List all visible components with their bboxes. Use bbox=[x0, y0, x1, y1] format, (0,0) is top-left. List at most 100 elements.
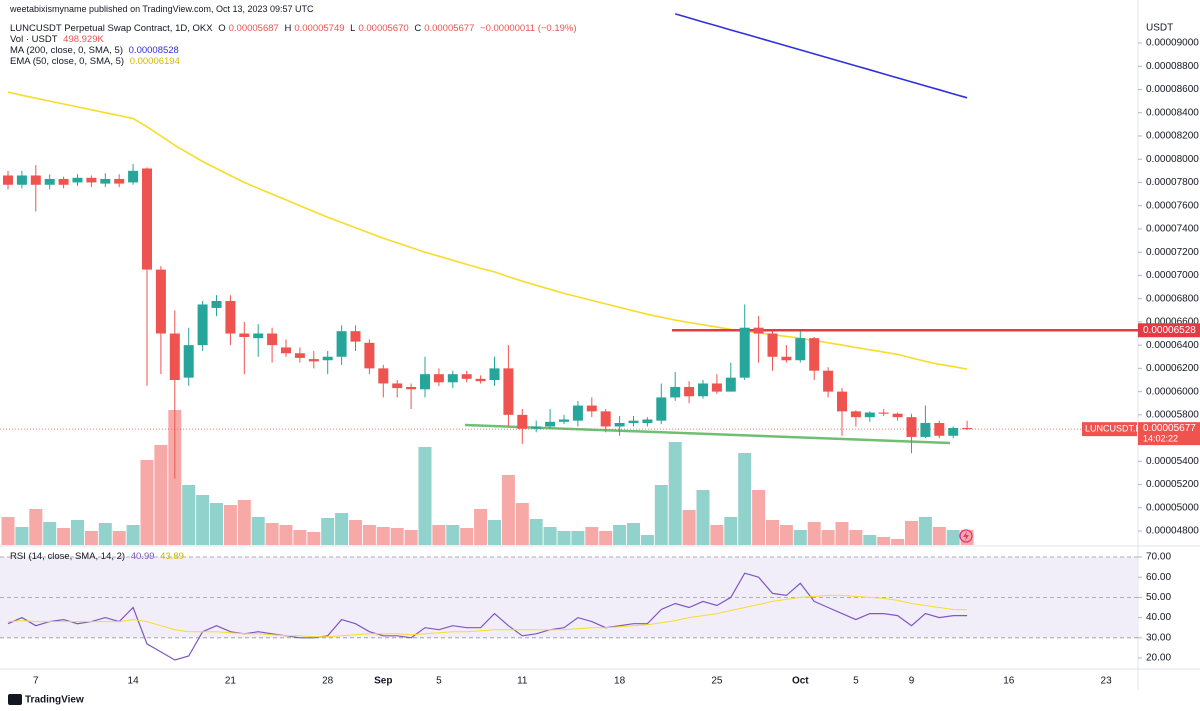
candle-body bbox=[100, 178, 111, 184]
y-tick-label: 0.00008000 bbox=[1146, 154, 1199, 165]
candle-body bbox=[531, 426, 542, 429]
y-tick-label: 0.00005800 bbox=[1146, 409, 1199, 420]
volume-bar bbox=[752, 490, 766, 545]
x-tick-label: 11 bbox=[517, 676, 528, 687]
volume-bar bbox=[724, 517, 738, 545]
x-tick-label: 18 bbox=[614, 676, 626, 687]
volume-bar bbox=[432, 525, 446, 545]
candle-body bbox=[336, 331, 347, 357]
volume-bar bbox=[418, 447, 432, 545]
candle-body bbox=[600, 411, 611, 427]
candle-body bbox=[753, 327, 764, 334]
volume-bar bbox=[140, 460, 154, 545]
candle-body bbox=[420, 374, 430, 390]
volume-bar bbox=[627, 523, 640, 545]
candle-body bbox=[920, 422, 931, 437]
candle-body bbox=[128, 170, 139, 183]
candle-body bbox=[183, 345, 194, 378]
candle-body bbox=[684, 386, 695, 397]
rsi-legend: RSI (14, close, SMA, 14, 2) 40.99 43.89 bbox=[10, 551, 187, 562]
axis-unit: USDT bbox=[1146, 23, 1173, 34]
volume-bar bbox=[404, 530, 418, 545]
x-tick-label: Sep bbox=[374, 676, 392, 687]
volume-bar bbox=[766, 520, 779, 545]
volume-bar bbox=[196, 495, 210, 545]
volume-bar bbox=[807, 522, 821, 545]
y-tick-label: 0.00005200 bbox=[1146, 479, 1199, 490]
y-tick-label: 70.00 bbox=[1146, 552, 1171, 563]
y-tick-label: 50.00 bbox=[1146, 592, 1171, 603]
candle-body bbox=[586, 405, 597, 412]
ma-line bbox=[674, 13, 968, 99]
y-tick-label: 0.00005400 bbox=[1146, 456, 1199, 467]
volume-bar bbox=[57, 528, 71, 545]
candle-body bbox=[698, 383, 708, 397]
volume-bar bbox=[932, 527, 946, 545]
x-tick-label: Oct bbox=[792, 676, 809, 687]
candle-body bbox=[447, 374, 458, 383]
x-tick-label: 7 bbox=[33, 676, 39, 687]
support-trendline bbox=[464, 423, 951, 445]
legend-value: 43.89 bbox=[160, 551, 184, 562]
candle-body bbox=[211, 300, 222, 308]
volume-bar bbox=[891, 539, 905, 545]
candle-body bbox=[614, 422, 625, 427]
x-tick-label: 16 bbox=[1003, 676, 1015, 687]
attribution-text: weetabixismyname published on TradingVie… bbox=[10, 4, 314, 14]
candle-body bbox=[948, 427, 959, 436]
volume-bar bbox=[543, 527, 557, 545]
y-tick-label: 0.00008400 bbox=[1146, 107, 1199, 118]
symbol-legend: LUNCUSDT Perpetual Swap Contract, 1D, OK… bbox=[10, 23, 580, 34]
ohlc-value: 0.00005687 bbox=[228, 23, 279, 34]
ema-legend: EMA (50, close, 0, SMA, 5) 0.00006194 bbox=[10, 56, 183, 67]
volume-bar bbox=[293, 530, 307, 545]
volume-bar bbox=[71, 520, 84, 545]
y-tick-label: 0.00006400 bbox=[1146, 340, 1199, 351]
volume-bar bbox=[877, 537, 891, 545]
rsi-line bbox=[7, 594, 968, 638]
ohlc-value: 0.00005670 bbox=[358, 23, 409, 34]
candle-body bbox=[44, 178, 55, 185]
volume-bar bbox=[557, 531, 571, 545]
volume-bar bbox=[84, 531, 98, 545]
y-tick-label: 0.00006000 bbox=[1146, 386, 1199, 397]
volume-legend: Vol · USDT 498.929K bbox=[10, 34, 107, 45]
ohlc-value: 0.00005749 bbox=[294, 23, 345, 34]
legend-name: Vol · USDT bbox=[10, 34, 58, 45]
symbol-label: LUNCUSDT.P bbox=[1085, 424, 1142, 434]
candle-body bbox=[378, 368, 389, 384]
volume-bar bbox=[585, 527, 599, 545]
volume-bar bbox=[613, 525, 627, 545]
candle-body bbox=[892, 413, 903, 418]
candle-body bbox=[58, 178, 69, 185]
volume-bar bbox=[265, 523, 279, 545]
candle-body bbox=[823, 370, 834, 392]
legend-name: MA (200, close, 0, SMA, 5) bbox=[10, 45, 123, 56]
candle-body bbox=[489, 368, 500, 380]
volume-bar bbox=[182, 485, 196, 545]
volume-bar bbox=[29, 509, 43, 545]
volume-bar bbox=[501, 475, 515, 545]
candle-body bbox=[308, 359, 319, 362]
y-tick-label: 20.00 bbox=[1146, 653, 1171, 664]
candle-body bbox=[169, 333, 180, 380]
legend-value: 0.00008528 bbox=[128, 45, 179, 56]
symbol: LUNCUSDT Perpetual Swap Contract, 1D, OK… bbox=[10, 23, 213, 34]
y-tick-label: 0.00004800 bbox=[1146, 526, 1199, 537]
x-tick-label: 9 bbox=[909, 676, 915, 687]
volume-bar bbox=[223, 505, 237, 545]
last-price-label: 0.00005677 bbox=[1143, 423, 1196, 434]
volume-bar bbox=[821, 530, 835, 545]
price-line-label: 0.00006528 bbox=[1143, 325, 1196, 336]
volume-bar bbox=[349, 520, 362, 545]
symbol-box bbox=[1082, 422, 1137, 437]
volume-bar bbox=[251, 517, 265, 545]
x-tick-label: 25 bbox=[711, 676, 723, 687]
y-tick-label: 0.00007200 bbox=[1146, 247, 1199, 258]
candle-body bbox=[142, 168, 152, 270]
x-tick-label: 28 bbox=[322, 676, 334, 687]
candle-body bbox=[767, 333, 778, 357]
volume-bar bbox=[210, 503, 223, 545]
y-tick-label: 0.00007800 bbox=[1146, 177, 1199, 188]
